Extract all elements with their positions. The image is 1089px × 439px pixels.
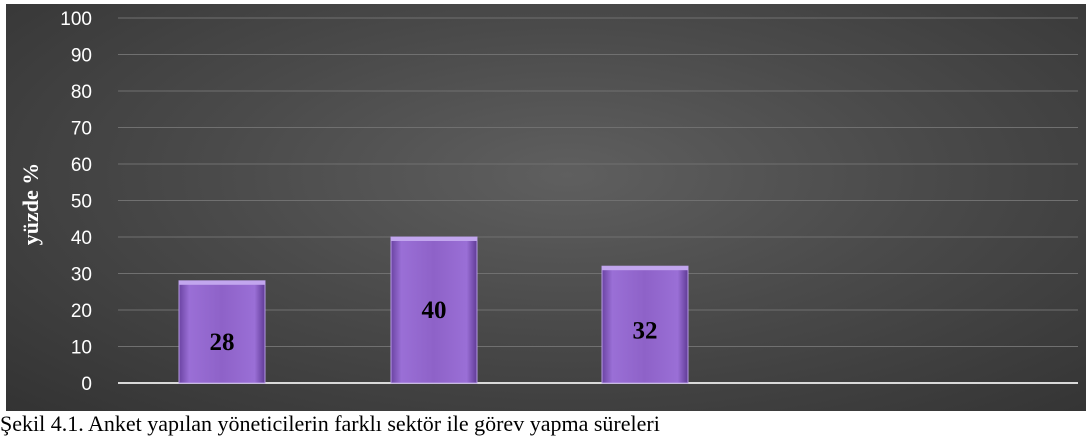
y-tick-label: 80 (71, 82, 92, 103)
y-tick-label: 40 (71, 228, 92, 249)
y-tick-label: 30 (71, 265, 92, 286)
chart-panel: 0 10 20 30 40 50 60 70 80 90 100 28 5-10 yıl 40 10-20… (6, 4, 1086, 411)
bar-top-highlight (179, 280, 265, 285)
y-tick-label: 60 (71, 155, 92, 176)
bar-data-label: 32 (633, 318, 658, 345)
bar (601, 265, 689, 384)
x-category-label: 5-10 yıl (192, 410, 254, 411)
x-category-label: 10-20 yıl (399, 410, 472, 411)
y-tick-label: 70 (71, 119, 92, 140)
y-tick-label: 0 (81, 374, 92, 395)
y-tick-label: 20 (71, 301, 92, 322)
bar-top-highlight (602, 266, 688, 271)
bar (390, 236, 478, 384)
y-tick-label: 50 (71, 192, 92, 213)
x-category-label: 20 yıldan fazla (585, 410, 708, 411)
y-axis-label: yüzde % (18, 163, 43, 246)
bar-top-highlight (391, 237, 477, 241)
y-tick-label: 10 (71, 338, 92, 359)
y-tick-label: 90 (71, 46, 92, 67)
bar (178, 280, 266, 384)
bar-data-label: 28 (210, 329, 235, 356)
figure-caption: Şekil 4.1. Anket yapılan yöneticilerin f… (0, 411, 660, 436)
bar-chart: 0 10 20 30 40 50 60 70 80 90 100 28 5-10 yıl 40 10-20… (18, 9, 1078, 411)
bar-data-label: 40 (422, 297, 447, 324)
y-tick-label: 100 (60, 9, 92, 30)
